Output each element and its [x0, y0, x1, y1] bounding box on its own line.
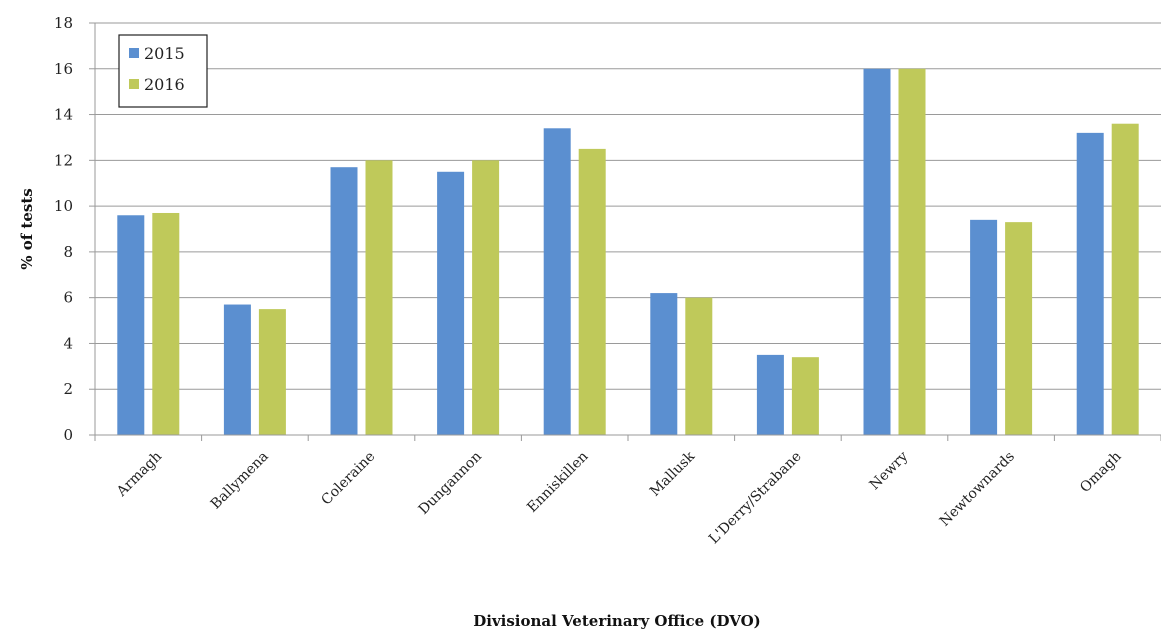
y-tick-label: 18: [54, 14, 73, 32]
y-tick-label: 16: [54, 60, 73, 78]
y-tick-label: 6: [63, 289, 73, 307]
legend-swatch-2015: [129, 48, 139, 58]
x-tick-label: L'Derry/Strabane: [706, 449, 805, 548]
x-axis: [94, 434, 1161, 441]
legend-swatch-2016: [129, 79, 139, 89]
bar-2016-coleraine: [365, 160, 393, 436]
bar-2015-armagh: [117, 215, 145, 435]
bar-2015-newtownards: [970, 219, 998, 435]
legend-label: 2016: [144, 75, 185, 94]
x-axis-ticks: Armagh Ballymena Coleraine Dungannon Enniski…: [113, 448, 1124, 547]
x-tick-label: Enniskillen: [524, 449, 591, 516]
y-tick-label: 4: [63, 334, 73, 352]
bar-2015-l-derry-strabane: [756, 354, 784, 435]
y-tick-label: 14: [54, 106, 73, 124]
bar-2016-dungannon: [472, 160, 500, 436]
x-tick-label: Armagh: [113, 449, 165, 501]
x-tick-label: Omagh: [1077, 449, 1124, 496]
bar-2015-mallusk: [650, 293, 678, 435]
y-axis-ticks: 0 2 4 6 8 10 12 14 16 18: [54, 14, 96, 444]
y-tick-label: 10: [54, 197, 73, 215]
x-tick-label: Coleraine: [318, 449, 378, 509]
bar-2016-newry: [898, 68, 926, 436]
x-tick-label: Dungannon: [416, 449, 485, 518]
bar-2016-mallusk: [685, 297, 713, 435]
x-tick-label: Mallusk: [647, 448, 699, 500]
y-axis-label: % of tests: [18, 188, 36, 269]
y-tick-label: 0: [63, 426, 73, 444]
bar-2016-omagh: [1111, 123, 1139, 435]
bar-2015-newry: [863, 68, 891, 436]
bar-2016-enniskillen: [578, 148, 606, 435]
bar-2015-enniskillen: [543, 128, 571, 436]
bars: [117, 68, 1139, 436]
bar-2016-l-derry-strabane: [791, 357, 819, 435]
bar-2016-newtownards: [1005, 222, 1033, 435]
x-tick-label: Newtownards: [937, 449, 1018, 530]
legend-label: 2015: [144, 44, 185, 63]
y-tick-label: 2: [63, 380, 73, 398]
bar-2015-dungannon: [437, 171, 465, 435]
bar-2016-ballymena: [258, 309, 286, 435]
x-axis-label: Divisional Veterinary Office (DVO): [473, 612, 761, 630]
legend: 2015 2016: [118, 34, 208, 108]
bar-2015-omagh: [1076, 132, 1104, 435]
x-tick-label: Ballymena: [208, 449, 272, 513]
legend-box: [118, 34, 208, 108]
bar-2015-coleraine: [330, 167, 358, 435]
bar-2015-ballymena: [223, 304, 251, 435]
x-tick-label: Newry: [867, 448, 912, 493]
y-tick-label: 12: [54, 151, 73, 169]
y-tick-label: 8: [63, 243, 73, 261]
gridlines: [95, 22, 1161, 436]
bar-2016-armagh: [152, 212, 180, 435]
